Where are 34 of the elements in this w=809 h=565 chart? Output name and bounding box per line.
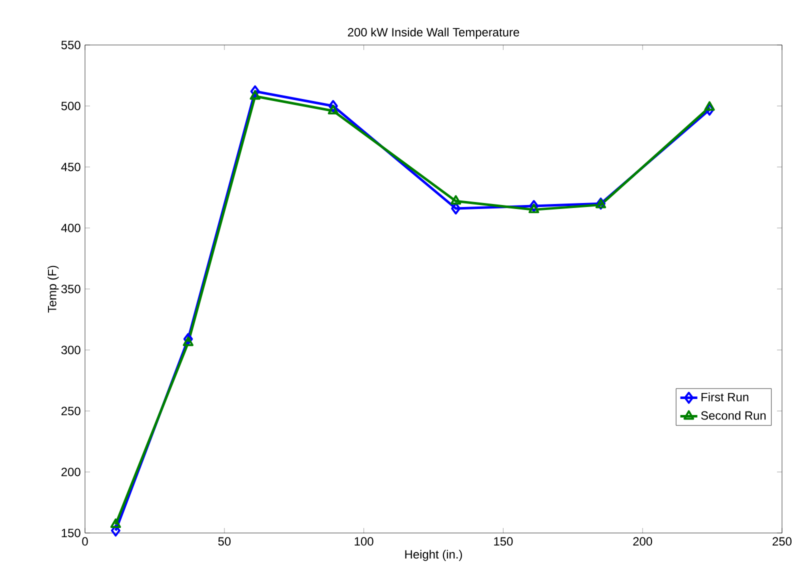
point [183,333,193,346]
point [328,104,338,114]
point [450,195,462,205]
y-tick-label: 500 [61,102,80,110]
x-axis-title: Height (in.) [405,550,462,561]
x-tick-label: 150 [494,537,513,546]
point [110,524,120,537]
y-tick-label: 350 [61,284,80,294]
y-tick-label: 450 [61,162,80,172]
x-tick-label: 0 [82,537,88,546]
y-tick-label: 400 [61,224,80,232]
point [704,104,714,116]
point [328,100,338,112]
point [250,90,260,100]
y-tick-label: 300 [61,346,80,354]
x-tick-label: 200 [633,537,652,546]
y-tick-label: 150 [62,528,80,538]
point [704,101,715,111]
x-tick-label: 250 [772,537,792,546]
y-axis-title: Temp (F) [48,266,59,313]
point [250,85,260,98]
y-tick-label: 550 [61,40,80,50]
point [451,202,461,215]
x-tick-label: 50 [218,537,231,546]
x-tick-label: 100 [354,537,374,546]
y-tick-label: 250 [61,406,80,416]
point [529,200,539,212]
y-tick-label: 200 [61,468,80,476]
legend-label: First Run [702,392,748,402]
chart-title: 200 kW Inside Wall Temperature [348,28,520,39]
legend-label: Second Run [701,411,766,420]
point [110,518,122,528]
point [528,204,540,214]
point [182,336,194,346]
